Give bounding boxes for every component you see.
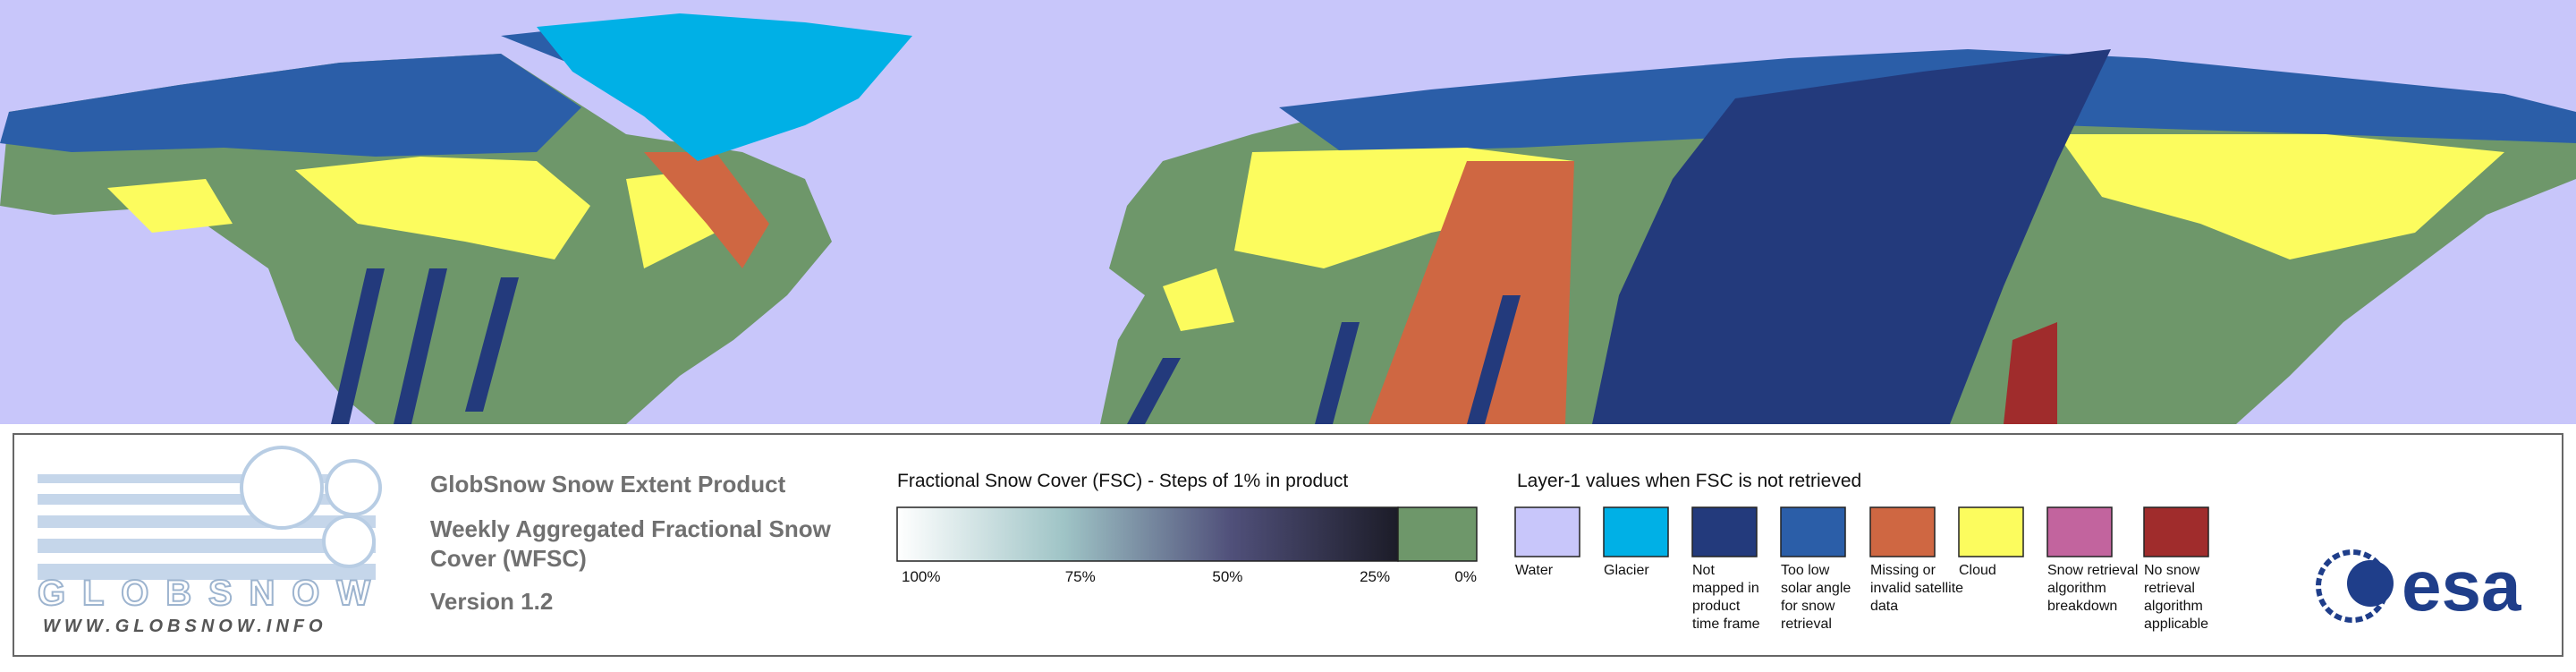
layer-label: breakdown [2047, 599, 2117, 614]
logo-url: WWW.GLOBSNOW.INFO [43, 617, 327, 636]
version: Version 1.2 [430, 588, 553, 615]
layer-swatch [2046, 506, 2113, 557]
snow-low-sun [0, 54, 581, 157]
layer-label: algorithm [2047, 581, 2106, 596]
layer-swatch [1958, 506, 2024, 557]
fsc-title: Fractional Snow Cover (FSC) - Steps of 1… [897, 471, 1348, 491]
layer-label: applicable [2144, 617, 2208, 632]
layer-label: Water [1515, 563, 1554, 578]
layer-swatch [2143, 506, 2209, 557]
esa-text: esa [2402, 546, 2521, 625]
layer-label: Not [1692, 563, 1715, 578]
layer-label: retrieval [2144, 581, 2195, 596]
layer-label: Snow retrieval [2047, 563, 2138, 578]
layer-swatch [1691, 506, 1758, 557]
missing-data [644, 152, 769, 268]
layer-label: solar angle [1781, 581, 1851, 596]
layer-label: Too low [1781, 563, 1830, 578]
product-title: GlobSnow Snow Extent Product [430, 471, 786, 498]
fsc-tick-label: 25% [1360, 568, 1390, 585]
fsc-tick-label: 0% [1454, 568, 1477, 585]
no-retrieval [2004, 322, 2057, 424]
layer-label: product [1692, 599, 1741, 614]
map [0, 0, 2576, 424]
fsc-tick-label: 100% [902, 568, 940, 585]
layer-swatch [1514, 506, 1580, 557]
layer-swatch [1869, 506, 1936, 557]
layer-label: retrieval [1781, 617, 1832, 632]
layer-swatch [1780, 506, 1846, 557]
product-subtitle: Cover (WFSC) [430, 545, 587, 572]
missing-data [1368, 161, 1574, 424]
fsc-gradient [896, 506, 1399, 562]
layer-label: mapped in [1692, 581, 1759, 596]
esa-logo: esa [2316, 546, 2521, 625]
layer-swatch [1603, 506, 1669, 557]
layer-label: Glacier [1604, 563, 1649, 578]
unmapped-strips [1127, 295, 1521, 424]
unmapped-swath [1592, 49, 2111, 424]
cloud [107, 157, 716, 268]
layer-label: for snow [1781, 599, 1835, 614]
fsc-snow-free [1397, 506, 1478, 562]
layer-label: invalid satellite [1870, 581, 1963, 596]
unmapped-strips [331, 268, 519, 424]
layer-label: data [1870, 599, 1898, 614]
layer-label: Missing or [1870, 563, 1936, 578]
layer-label: No snow [2144, 563, 2200, 578]
layer-label: algorithm [2144, 599, 2203, 614]
layer-title: Layer-1 values when FSC is not retrieved [1517, 471, 1861, 491]
layer-label: Cloud [1959, 563, 1996, 578]
fsc-tick-label: 50% [1212, 568, 1242, 585]
layer-label: time frame [1692, 617, 1760, 632]
glacier [537, 13, 912, 161]
product-subtitle: Weekly Aggregated Fractional Snow [430, 515, 832, 542]
fsc-tick-label: 75% [1065, 568, 1096, 585]
